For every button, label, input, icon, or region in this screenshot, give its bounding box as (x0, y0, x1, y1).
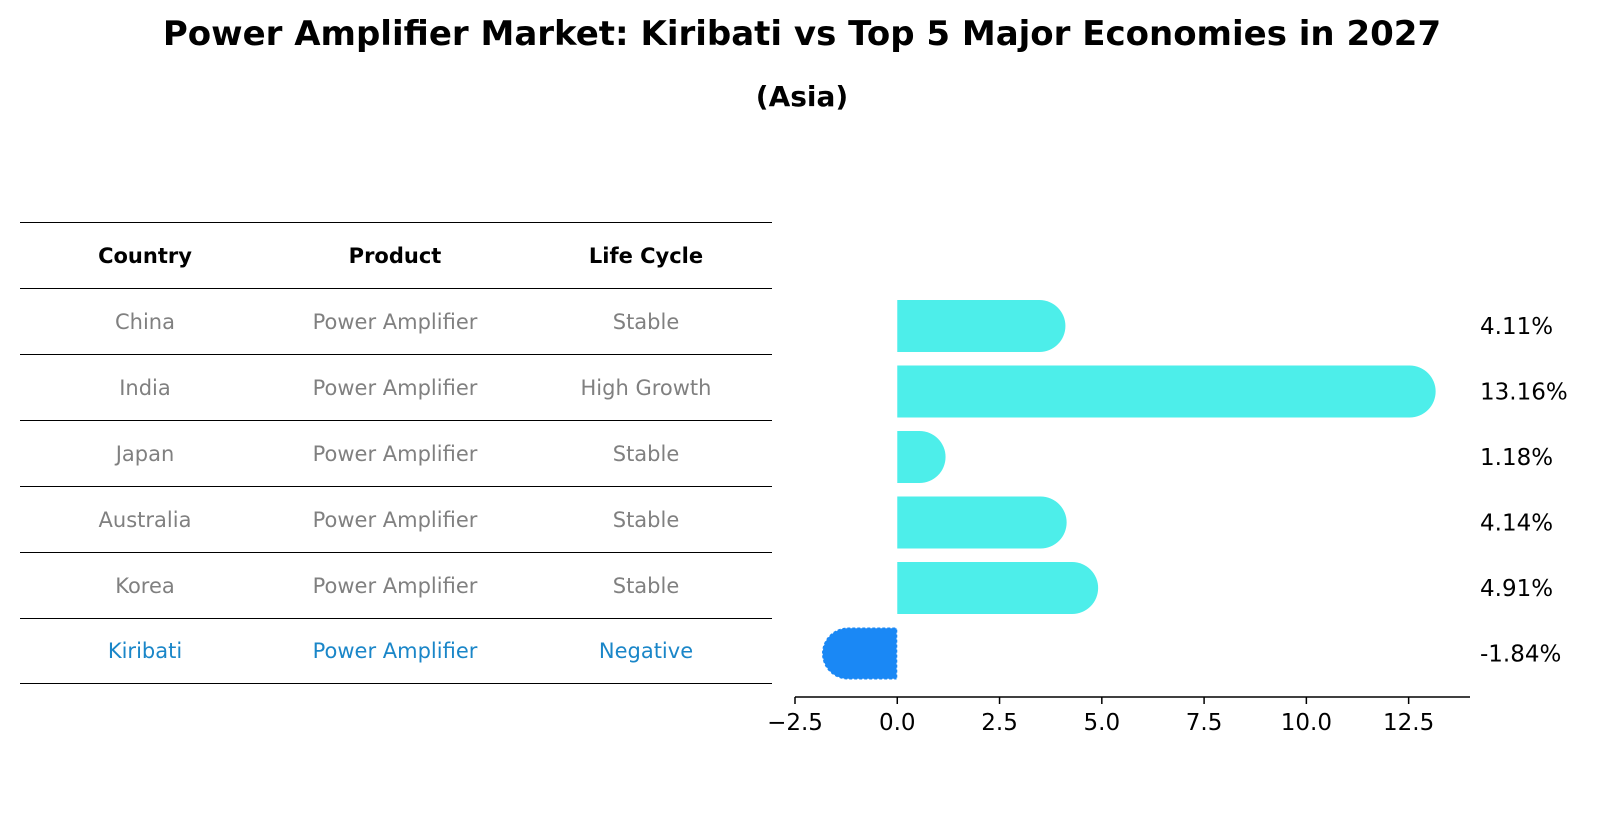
bar-korea (897, 562, 1099, 614)
bar-china (897, 300, 1066, 352)
cell-country: Australia (98, 507, 192, 532)
data-label: 4.91% (1480, 576, 1553, 602)
cell-country: Kiribati (107, 639, 183, 663)
cell-country: India (119, 375, 171, 400)
table-row: Korea Power Amplifier Stable (20, 552, 772, 618)
cell-life-cycle: Stable (612, 309, 680, 334)
cell-product: Power Amplifier (312, 441, 478, 466)
table-row-highlight: Kiribati Power Amplifier Negative (20, 618, 772, 684)
cell-life-cycle: Negative (598, 639, 694, 663)
x-tick-label: 0.0 (879, 710, 916, 736)
chart-title: Power Amplifier Market: Kiribati vs Top … (162, 14, 1442, 54)
x-tick-label: 12.5 (1383, 710, 1434, 736)
data-label: -1.84% (1480, 642, 1561, 668)
bar-kiribati (821, 626, 899, 681)
cell-product: Power Amplifier (312, 507, 478, 532)
table-row: India Power Amplifier High Growth (20, 354, 772, 420)
cell-country: China (115, 309, 175, 334)
bar-japan (897, 431, 946, 483)
cell-product: Power Amplifier (312, 309, 478, 334)
x-tick-label: 10.0 (1281, 710, 1332, 736)
cell-life-cycle: High Growth (580, 375, 712, 400)
header-country: Country (98, 243, 192, 268)
cell-life-cycle: Stable (612, 441, 680, 466)
cell-life-cycle: Stable (612, 507, 680, 532)
data-label: 1.18% (1480, 445, 1553, 471)
bar-australia (897, 496, 1067, 549)
x-tick-label: 5.0 (1084, 710, 1121, 736)
table-header-row: Country Product Life Cycle (20, 222, 772, 288)
data-label: 13.16% (1480, 380, 1568, 406)
x-tick-label: −2.5 (767, 710, 823, 736)
cell-product: Power Amplifier (312, 375, 478, 400)
cell-country: Korea (115, 573, 175, 598)
table-row: Japan Power Amplifier Stable (20, 420, 772, 486)
cell-country: Japan (115, 441, 175, 466)
cell-life-cycle: Stable (612, 573, 680, 598)
country-table: Country Product Life Cycle China Power A… (20, 222, 772, 684)
header-product: Product (348, 243, 442, 268)
header-life-cycle: Life Cycle (588, 243, 704, 268)
cell-product: Power Amplifier (312, 639, 478, 663)
bar-india (897, 365, 1436, 418)
x-tick-label: 2.5 (981, 710, 1018, 736)
x-tick-label: 7.5 (1186, 710, 1223, 736)
cell-product: Power Amplifier (312, 573, 478, 598)
table-row: Australia Power Amplifier Stable (20, 486, 772, 552)
table-row: China Power Amplifier Stable (20, 288, 772, 354)
data-label: 4.11% (1480, 314, 1553, 340)
data-label: 4.14% (1480, 511, 1553, 537)
chart-subtitle: (Asia) (755, 80, 849, 113)
